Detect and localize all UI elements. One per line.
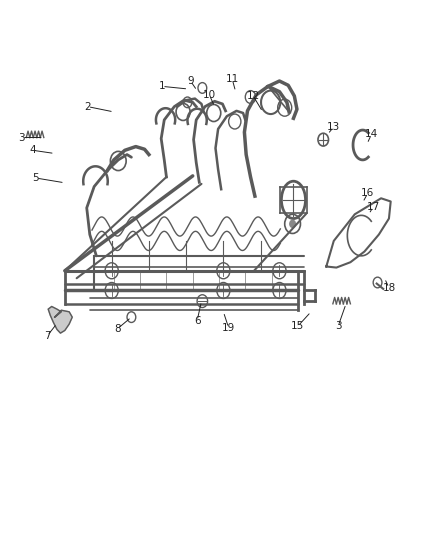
Text: 19: 19 [222,323,235,333]
Text: 6: 6 [194,316,201,326]
Text: 3: 3 [18,133,25,142]
Text: 15: 15 [291,321,304,331]
Text: 14: 14 [365,130,378,139]
Text: 10: 10 [203,90,216,100]
Circle shape [289,220,296,228]
Text: 9: 9 [187,76,194,86]
Text: 5: 5 [32,173,39,183]
Text: 11: 11 [226,74,239,84]
Text: 4: 4 [29,146,36,155]
Text: 16: 16 [361,188,374,198]
Text: 12: 12 [247,91,260,101]
Text: 18: 18 [382,283,396,293]
Text: 1: 1 [159,82,166,91]
Polygon shape [48,306,72,333]
Text: 7: 7 [44,331,51,341]
Text: 8: 8 [114,324,121,334]
Text: 13: 13 [327,122,340,132]
Text: 17: 17 [367,202,380,212]
Text: 2: 2 [84,102,91,111]
Text: 3: 3 [335,321,342,331]
